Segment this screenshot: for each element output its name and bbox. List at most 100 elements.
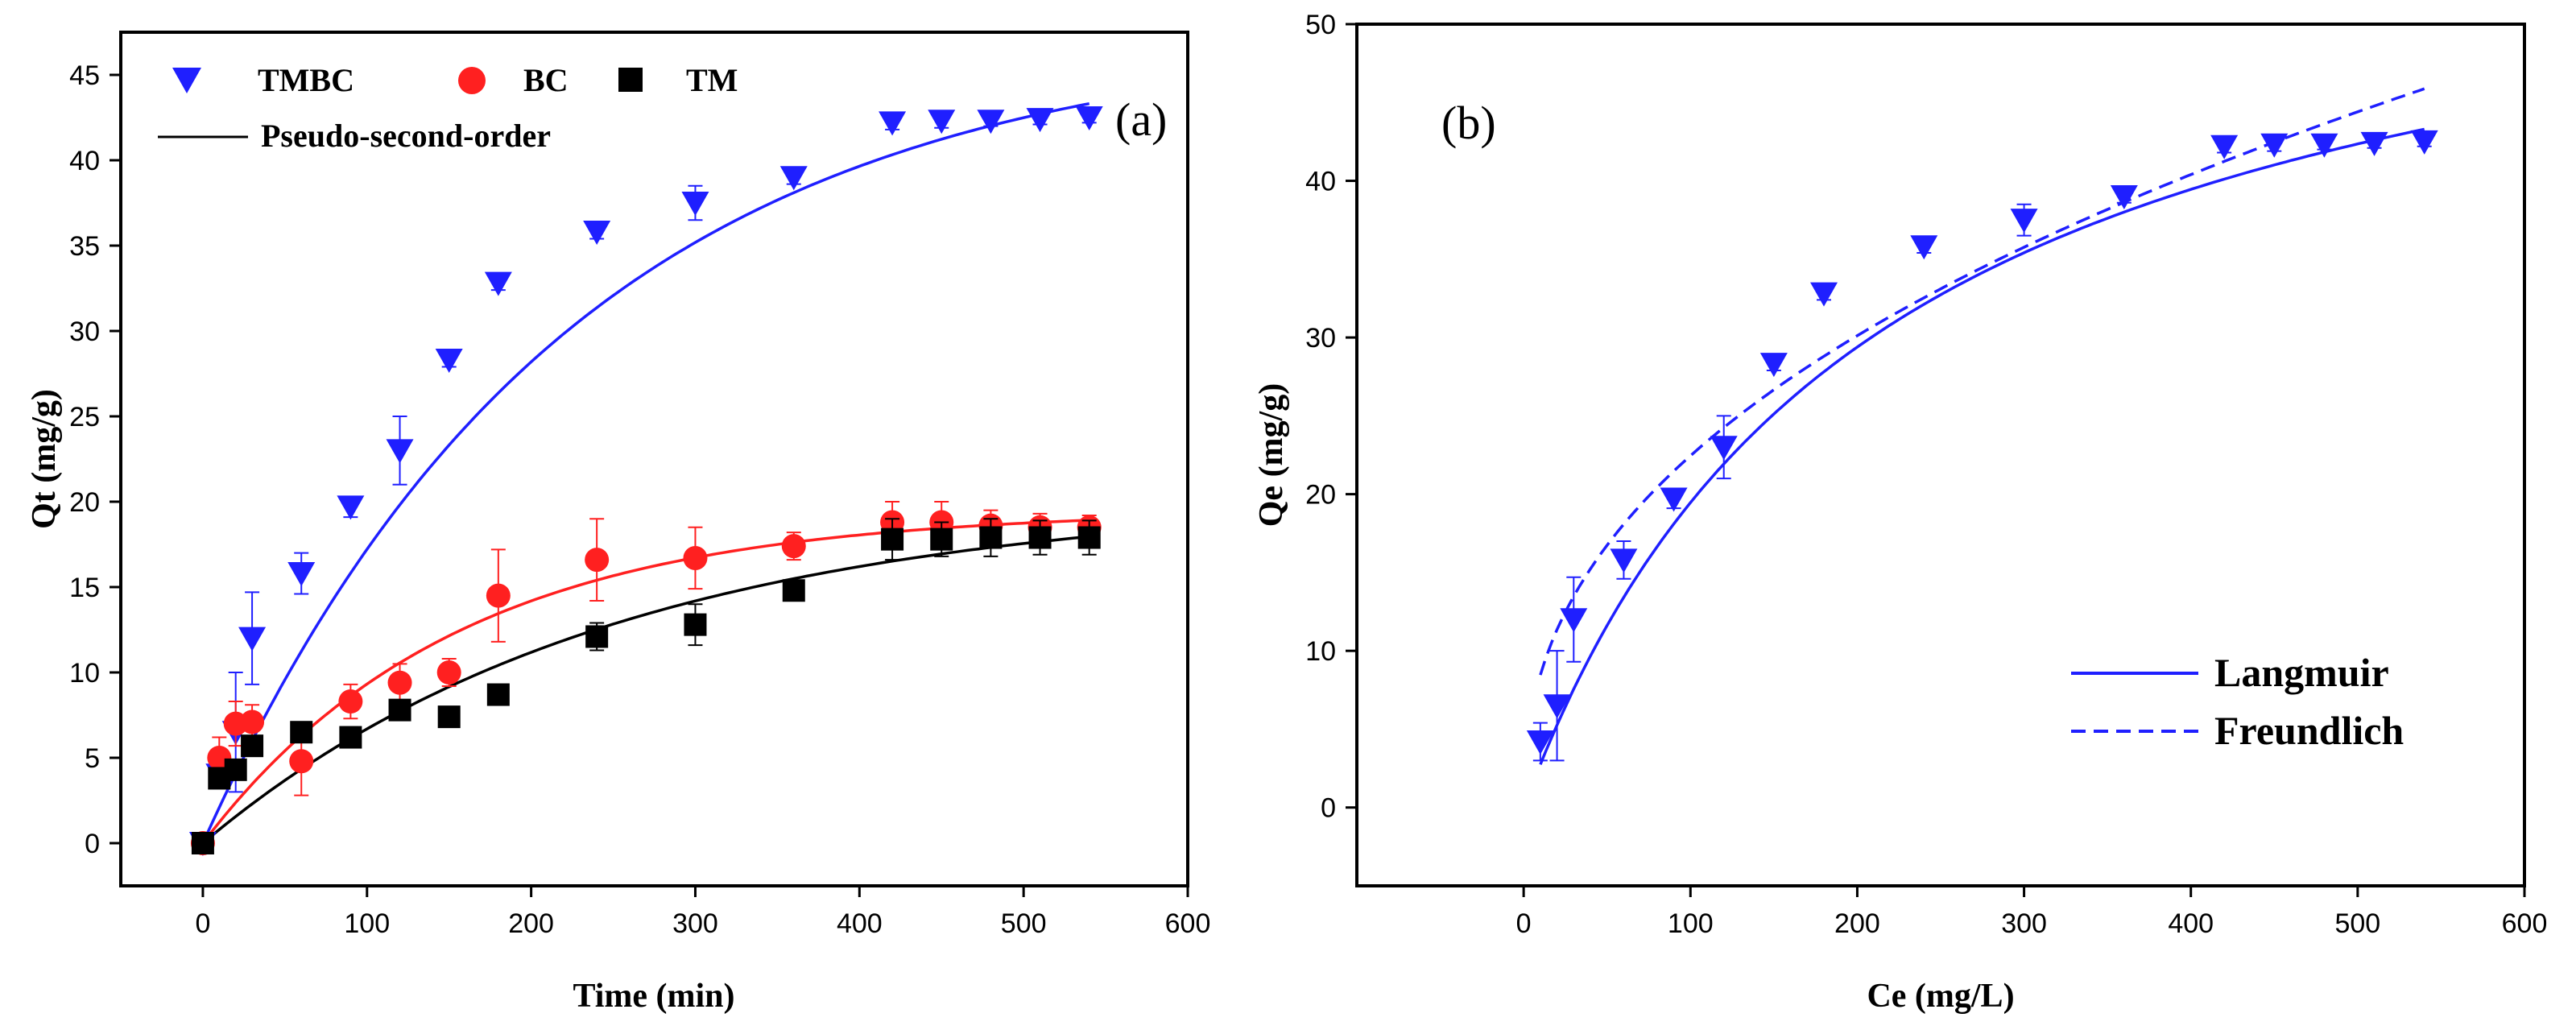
- data-point-tmbc: [1660, 487, 1688, 512]
- data-point-tm: [241, 734, 264, 758]
- panel-a-x-tick-label: 600: [1165, 908, 1211, 939]
- data-point-tmbc: [1810, 282, 1838, 307]
- panel-b-x-tick-label: 100: [1668, 908, 1714, 939]
- panel-b-ticks: 0 100 200 300 400 500 600 0 10 20 30 40 50: [1305, 10, 2547, 939]
- data-point-tmbc: [1560, 608, 1588, 633]
- data-point-tm: [437, 705, 461, 729]
- data-point-tmbc: [1710, 436, 1738, 461]
- panel-a-x-tick-label: 400: [837, 908, 883, 939]
- data-point-bc: [781, 534, 806, 559]
- panel-a-label: (a): [1115, 93, 1167, 146]
- panel-b-y-tick-label: 50: [1305, 10, 1336, 40]
- data-point-tmbc: [2360, 131, 2388, 156]
- panel-a-y-tick-label: 30: [69, 316, 100, 347]
- panel-b-y-tick-label: 20: [1305, 480, 1336, 511]
- data-point-tm: [881, 527, 904, 551]
- panel-a-y-axis-title: Qt (mg/g): [26, 389, 63, 529]
- panel-b-y-tick-label: 40: [1305, 167, 1336, 197]
- data-point-bc: [387, 670, 412, 695]
- data-point-tmbc: [779, 166, 808, 191]
- data-point-tm: [585, 625, 609, 648]
- legend-label-fit: Pseudo-second-order: [261, 118, 551, 154]
- data-point-bc: [338, 689, 363, 714]
- legend-item-tm: TM: [618, 62, 738, 98]
- data-point-tm: [930, 527, 953, 551]
- panel-a-data-marks: [188, 106, 1103, 856]
- data-point-tmbc: [2010, 209, 2038, 234]
- panel-a-y-tick-label: 25: [69, 402, 100, 432]
- panel-a-y-tick-label: 5: [85, 743, 100, 774]
- legend-marker-tmbc: [172, 68, 201, 93]
- panel-a-y-tick-label: 35: [69, 231, 100, 262]
- data-point-tm: [782, 579, 805, 602]
- panel-b-x-tick-label: 0: [1516, 908, 1532, 939]
- data-point-tmbc: [435, 349, 463, 374]
- data-point-tmbc: [1026, 108, 1054, 133]
- legend-item-tmbc: TMBC: [172, 62, 354, 98]
- panel-a-y-tick-label: 10: [69, 658, 100, 689]
- panel-b-plot-frame: [1355, 23, 2526, 887]
- data-point-bc: [683, 545, 708, 570]
- panel-a-y-tick-label: 0: [85, 829, 100, 859]
- panel-a-x-tick-label: 200: [508, 908, 554, 939]
- data-point-tmbc: [1543, 694, 1571, 719]
- data-point-tmbc: [928, 110, 956, 134]
- data-point-tmbc: [2310, 133, 2338, 158]
- panel-b-y-tick-label: 30: [1305, 323, 1336, 354]
- legend-item-fit: Pseudo-second-order: [158, 118, 551, 154]
- panel-a-y-tick-label: 40: [69, 146, 100, 176]
- data-point-tmbc: [2210, 134, 2239, 159]
- legend-label-bc: BC: [523, 62, 569, 98]
- panel-b-y-tick-label: 0: [1321, 793, 1336, 824]
- data-point-tmbc: [484, 271, 512, 296]
- panel-a-x-tick-label: 0: [195, 908, 210, 939]
- data-point-bc: [486, 583, 511, 608]
- fit-curve-bc: [201, 519, 1090, 845]
- legend-label-freundlich: Freundlich: [2214, 708, 2404, 753]
- data-point-tmbc: [2110, 185, 2138, 209]
- panel-a-x-tick-label: 500: [1001, 908, 1047, 939]
- data-point-bc: [289, 749, 314, 774]
- panel-b-x-axis-title: Ce (mg/L): [1867, 978, 2014, 1015]
- panel-b-label: (b): [1441, 97, 1496, 149]
- data-point-tmbc: [238, 627, 267, 652]
- data-point-tmbc: [386, 439, 414, 464]
- data-point-bc: [436, 660, 461, 685]
- data-point-bc: [240, 709, 265, 734]
- data-point-tm: [486, 683, 510, 706]
- panel-b-x-tick-label: 500: [2334, 908, 2380, 939]
- panel-a-legend: TMBC BC TM Pseudo-second-order: [158, 62, 738, 154]
- legend-label-langmuir: Langmuir: [2214, 650, 2389, 695]
- data-point-tmbc: [337, 495, 365, 520]
- fit-curve-freundlich: [1539, 87, 2425, 676]
- panel-a-x-tick-label: 100: [344, 908, 390, 939]
- panel-b-x-tick-label: 300: [2001, 908, 2047, 939]
- panel-b-data-marks: [1526, 130, 2438, 762]
- data-point-tm: [191, 832, 214, 854]
- legend-item-freundlich: Freundlich: [2071, 708, 2404, 753]
- data-point-tmbc: [583, 221, 611, 246]
- data-point-tm: [290, 721, 313, 744]
- data-point-bc: [585, 548, 610, 573]
- panel-b-y-axis-title: Qe (mg/g): [1253, 383, 1290, 527]
- fit-curve-tm: [201, 535, 1090, 845]
- panel-a-plot-frame: [119, 31, 1189, 887]
- panel-a-y-tick-label: 15: [69, 573, 100, 603]
- panel-a-ticks: 0 100 200 300 400 500 600 0 5 10 15 20 25 30 35 40 45: [69, 60, 1210, 939]
- panel-a-x-axis-title: Time (min): [573, 978, 734, 1015]
- data-point-tm: [684, 613, 707, 636]
- fit-curve-tmbc: [201, 101, 1090, 844]
- panel-b-legend: Langmuir Freundlich: [2071, 650, 2404, 753]
- panel-b-y-tick-label: 10: [1305, 636, 1336, 667]
- data-point-tmbc: [1610, 548, 1638, 573]
- legend-label-tmbc: TMBC: [258, 62, 354, 98]
- data-point-tmbc: [1526, 730, 1554, 755]
- panel-b-x-tick-label: 400: [2168, 908, 2214, 939]
- legend-marker-tm: [618, 68, 643, 92]
- legend-item-bc: BC: [458, 62, 569, 98]
- fit-curve-langmuir: [1539, 127, 2425, 765]
- data-point-tmbc: [2260, 133, 2289, 158]
- data-point-tmbc: [287, 562, 316, 587]
- data-point-tm: [388, 698, 411, 722]
- panel-a-y-tick-label: 20: [69, 487, 100, 518]
